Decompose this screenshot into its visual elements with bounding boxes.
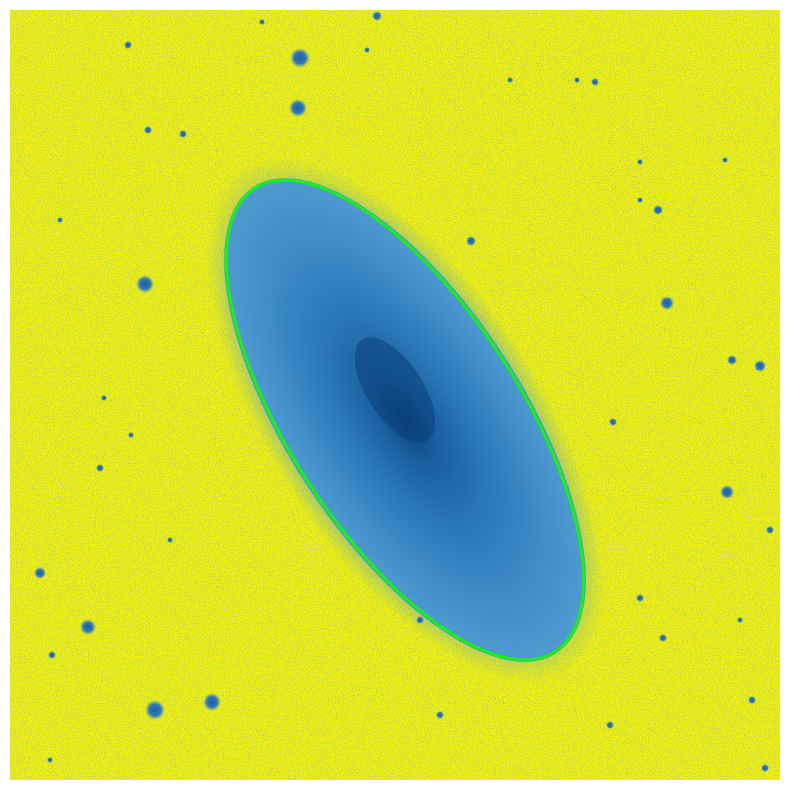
field-star — [436, 711, 444, 719]
field-star — [574, 77, 580, 83]
field-star — [167, 537, 173, 543]
field-star — [466, 236, 476, 246]
field-star — [507, 77, 513, 83]
field-star — [136, 275, 154, 293]
field-star — [47, 757, 53, 763]
isophote-ellipse — [224, 178, 586, 662]
field-star — [124, 41, 132, 49]
field-star — [144, 126, 152, 134]
field-star — [96, 464, 104, 472]
field-star — [653, 205, 663, 215]
field-star — [290, 48, 310, 68]
field-star — [80, 619, 96, 635]
field-star — [660, 296, 674, 310]
galaxy-core — [354, 337, 436, 443]
field-star — [289, 99, 307, 117]
field-star — [364, 47, 370, 53]
field-star — [179, 130, 187, 138]
field-star — [659, 634, 667, 642]
field-star — [606, 721, 614, 729]
field-star — [34, 567, 46, 579]
field-star — [754, 360, 766, 372]
field-stars — [34, 11, 774, 772]
field-star — [48, 651, 56, 659]
field-star — [737, 617, 743, 623]
field-star — [720, 485, 734, 499]
field-star — [128, 432, 134, 438]
field-star — [372, 11, 382, 21]
field-star — [727, 355, 737, 365]
field-star — [636, 594, 644, 602]
field-star — [761, 764, 769, 772]
field-star — [591, 78, 599, 86]
field-star — [637, 159, 643, 165]
field-star — [259, 19, 265, 25]
field-star — [609, 418, 617, 426]
field-star — [57, 217, 63, 223]
field-star — [101, 395, 107, 401]
field-star — [637, 197, 643, 203]
field-star — [145, 700, 165, 720]
field-star — [203, 693, 221, 711]
field-star — [766, 526, 774, 534]
field-star — [722, 157, 728, 163]
field-star — [748, 696, 756, 704]
field-star — [416, 616, 424, 624]
